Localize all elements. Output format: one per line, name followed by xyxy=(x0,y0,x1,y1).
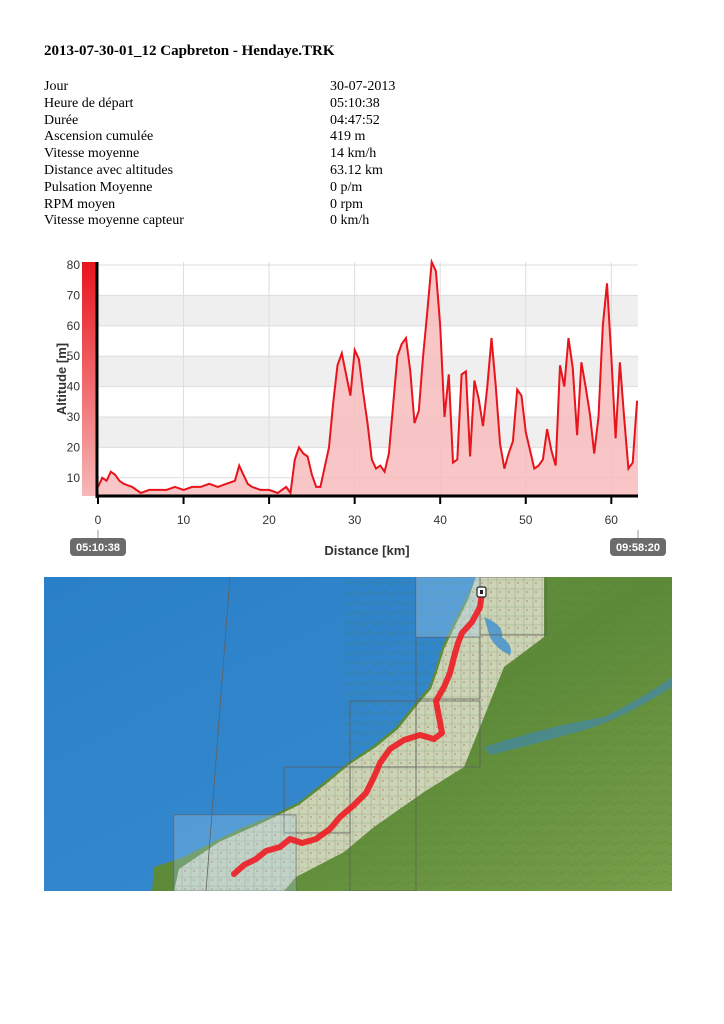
y-axis-color-bar xyxy=(82,262,96,496)
stat-value: 419 m xyxy=(330,129,366,145)
stat-row-vitesse-capteur: Vitesse moyenne capteur 0 km/h xyxy=(44,213,464,230)
route-start-marker[interactable] xyxy=(476,586,487,598)
x-tick-label: 50 xyxy=(519,513,533,527)
stat-value: 0 p/m xyxy=(330,179,363,195)
stat-value: 63.12 km xyxy=(330,162,383,178)
stat-row-duree: Durée 04:47:52 xyxy=(44,113,464,130)
stat-label: Durée xyxy=(44,112,79,128)
stat-row-jour: Jour 30-07-2013 xyxy=(44,79,464,96)
stat-label: Pulsation Moyenne xyxy=(44,179,153,195)
grid-band xyxy=(98,356,638,387)
tile-highlight xyxy=(174,815,296,891)
end-time-badge: 09:58:20 xyxy=(610,530,666,556)
x-tick-label: 40 xyxy=(434,513,448,527)
x-tick-label: 20 xyxy=(262,513,276,527)
route-map[interactable] xyxy=(44,577,672,891)
stat-value: 0 km/h xyxy=(330,213,370,229)
stat-label: Ascension cumulée xyxy=(44,129,154,145)
altitude-area xyxy=(98,262,638,496)
y-tick-label: 40 xyxy=(67,380,81,394)
stat-label: Heure de départ xyxy=(44,95,134,111)
start-time-label: 05:10:38 xyxy=(76,542,120,554)
x-tick-label: 30 xyxy=(348,513,362,527)
x-tick-label: 60 xyxy=(605,513,619,527)
y-tick-label: 70 xyxy=(67,288,81,302)
document-title: 2013-07-30-01_12 Capbreton - Hendaye.TRK xyxy=(44,43,335,59)
y-axis-label: Altitude [m] xyxy=(54,343,69,415)
route-map-svg xyxy=(44,577,672,891)
stat-row-pulsation: Pulsation Moyenne 0 p/m xyxy=(44,180,464,197)
y-tick-label: 50 xyxy=(67,349,81,363)
altitude-chart: 10 20 30 40 50 60 70 80 0 10 20 30 40 50 60 Altitude … xyxy=(0,250,724,570)
map-tiles xyxy=(173,577,547,891)
stat-label: Vitesse moyenne xyxy=(44,146,140,162)
y-tick-label: 10 xyxy=(67,471,81,485)
y-tick-label: 60 xyxy=(67,319,81,333)
stat-row-heure-depart: Heure de départ 05:10:38 xyxy=(44,96,464,113)
y-tick-label: 30 xyxy=(67,410,81,424)
stat-row-vitesse: Vitesse moyenne 14 km/h xyxy=(44,146,464,163)
grid-band xyxy=(98,295,638,326)
stats-table: Jour 30-07-2013 Heure de départ 05:10:38… xyxy=(44,79,464,230)
x-axis-label: Distance [km] xyxy=(324,543,409,558)
stat-row-rpm: RPM moyen 0 rpm xyxy=(44,197,464,214)
x-tick-label: 0 xyxy=(95,513,102,527)
altitude-line xyxy=(97,258,638,496)
stat-label: Jour xyxy=(44,79,69,94)
stat-value: 04:47:52 xyxy=(330,112,380,128)
stat-value: 05:10:38 xyxy=(330,95,380,111)
stat-label: Distance avec altitudes xyxy=(44,162,174,178)
meridian-line xyxy=(205,577,231,891)
y-tick-label: 20 xyxy=(67,440,81,454)
stat-value: 14 km/h xyxy=(330,146,377,162)
stat-value: 0 rpm xyxy=(330,196,364,212)
x-tick-label: 10 xyxy=(177,513,191,527)
altitude-chart-svg: 10 20 30 40 50 60 70 80 0 10 20 30 40 50 60 Altitude … xyxy=(54,258,666,558)
route-track xyxy=(231,590,485,877)
start-time-badge: 05:10:38 xyxy=(70,530,126,556)
stat-row-ascension: Ascension cumulée 419 m xyxy=(44,129,464,146)
stat-label: RPM moyen xyxy=(44,196,116,212)
y-tick-label: 80 xyxy=(67,258,81,272)
stat-value: 30-07-2013 xyxy=(330,79,396,94)
stat-label: Vitesse moyenne capteur xyxy=(44,213,184,229)
end-time-label: 09:58:20 xyxy=(616,542,660,554)
lake xyxy=(484,617,511,655)
stat-row-distance: Distance avec altitudes 63.12 km xyxy=(44,163,464,180)
river-network xyxy=(484,677,672,755)
